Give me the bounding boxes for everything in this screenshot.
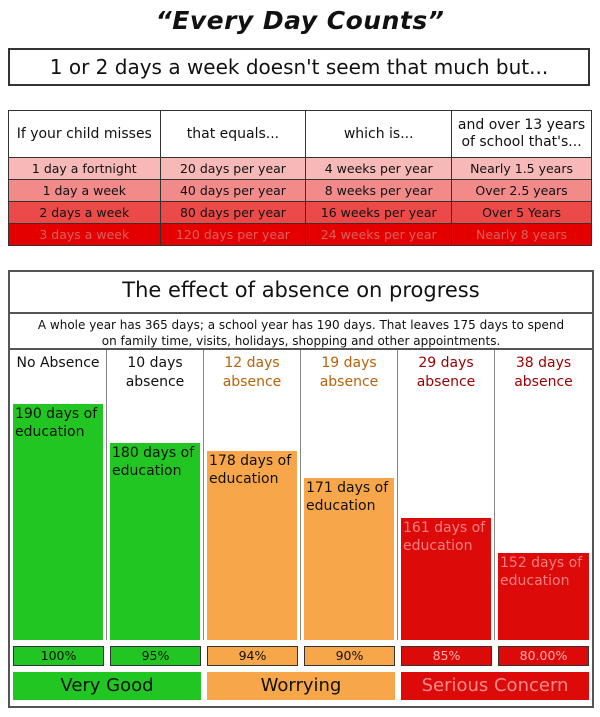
- chart-column: 38 days absence 152 days of education: [495, 350, 592, 640]
- description-line: on family time, visits, holidays, shoppi…: [101, 334, 501, 348]
- bar-value-label: 152 days of education: [500, 555, 583, 589]
- category-label: 38 days absence: [514, 355, 573, 390]
- table-header-cell: and over 13 years of school that's...: [451, 110, 592, 158]
- education-days-bar: 152 days of education: [498, 553, 589, 640]
- category-label: 10 days absence: [125, 355, 185, 390]
- table-cell: 80 days per year: [159, 201, 307, 224]
- education-days-bar: 178 days of education: [207, 451, 297, 640]
- table-cell: 3 days a week: [8, 223, 161, 246]
- percentage-row: 100% 95% 94% 90% 85% 80.00%: [10, 646, 592, 668]
- education-days-bar: 190 days of education: [13, 404, 103, 640]
- table-cell: Over 5 Years: [451, 201, 592, 224]
- bar-value-label: 171 days of education: [306, 480, 389, 514]
- chart-column: 29 days absence 161 days of education: [398, 350, 495, 640]
- absence-table: If your child misses that equals... whic…: [8, 110, 592, 246]
- chart-column: 10 days absence 180 days of education: [107, 350, 204, 640]
- absence-effect-panel: The effect of absence on progress A whol…: [8, 270, 594, 708]
- table-cell: 20 days per year: [159, 157, 307, 180]
- rating-band-row: Very Good Worrying Serious Concern: [10, 672, 592, 700]
- panel-title: The effect of absence on progress: [122, 278, 480, 302]
- table-cell: 120 days per year: [159, 223, 307, 246]
- category-label: No Absence: [16, 355, 100, 371]
- subtitle-box: 1 or 2 days a week doesn't seem that muc…: [8, 48, 590, 86]
- table-header-cell: which is...: [305, 110, 453, 158]
- table-cell: 2 days a week: [8, 201, 161, 224]
- table-cell: 24 weeks per year: [305, 223, 453, 246]
- education-days-bar: 161 days of education: [401, 518, 491, 640]
- panel-description: A whole year has 365 days; a school year…: [10, 312, 592, 350]
- table-header-cell: If your child misses: [8, 110, 161, 158]
- attendance-percentage: 95%: [110, 646, 201, 666]
- table-cell: 8 weeks per year: [305, 179, 453, 202]
- table-cell: 1 day a week: [8, 179, 161, 202]
- description-line: A whole year has 365 days; a school year…: [37, 318, 565, 332]
- chart-column: No Absence 190 days of education: [10, 350, 107, 640]
- rating-band: Worrying: [207, 672, 395, 700]
- attendance-percentage: 94%: [207, 646, 298, 666]
- table-cell: Over 2.5 years: [451, 179, 592, 202]
- category-label: 29 days absence: [416, 355, 476, 390]
- table-row: 3 days a week 120 days per year 24 weeks…: [8, 223, 592, 246]
- category-label: 19 days absence: [319, 355, 379, 390]
- rating-band: Serious Concern: [401, 672, 589, 700]
- chart-column: 12 days absence 178 days of education: [204, 350, 301, 640]
- chart-column: 19 days absence 171 days of education: [301, 350, 398, 640]
- table-cell: Nearly 1.5 years: [451, 157, 592, 180]
- table-cell: 4 weeks per year: [305, 157, 453, 180]
- table-row: 2 days a week 80 days per year 16 weeks …: [8, 201, 592, 224]
- attendance-percentage: 90%: [304, 646, 395, 666]
- attendance-percentage: 100%: [13, 646, 104, 666]
- page-title: “Every Day Counts”: [155, 6, 445, 35]
- bar-value-label: 180 days of education: [112, 445, 195, 479]
- table-cell: 16 weeks per year: [305, 201, 453, 224]
- attendance-percentage: 80.00%: [498, 646, 589, 666]
- attendance-percentage: 85%: [401, 646, 492, 666]
- bar-value-label: 190 days of education: [15, 406, 98, 440]
- bar-value-label: 161 days of education: [403, 520, 486, 554]
- table-cell: 40 days per year: [159, 179, 307, 202]
- education-days-bar: 171 days of education: [304, 478, 394, 640]
- table-cell: 1 day a fortnight: [8, 157, 161, 180]
- education-days-bar: 180 days of education: [110, 443, 200, 640]
- bar-value-label: 178 days of education: [209, 453, 292, 487]
- bar-chart: No Absence 190 days of education 10 days a…: [10, 350, 592, 640]
- table-row: 1 day a week 40 days per year 8 weeks pe…: [8, 179, 592, 202]
- table-header-row: If your child misses that equals... whic…: [8, 110, 592, 158]
- table-header-cell: that equals...: [159, 110, 307, 158]
- rating-band: Very Good: [13, 672, 201, 700]
- category-label: 12 days absence: [222, 355, 282, 390]
- table-cell: Nearly 8 years: [451, 223, 592, 246]
- table-row: 1 day a fortnight 20 days per year 4 wee…: [8, 157, 592, 180]
